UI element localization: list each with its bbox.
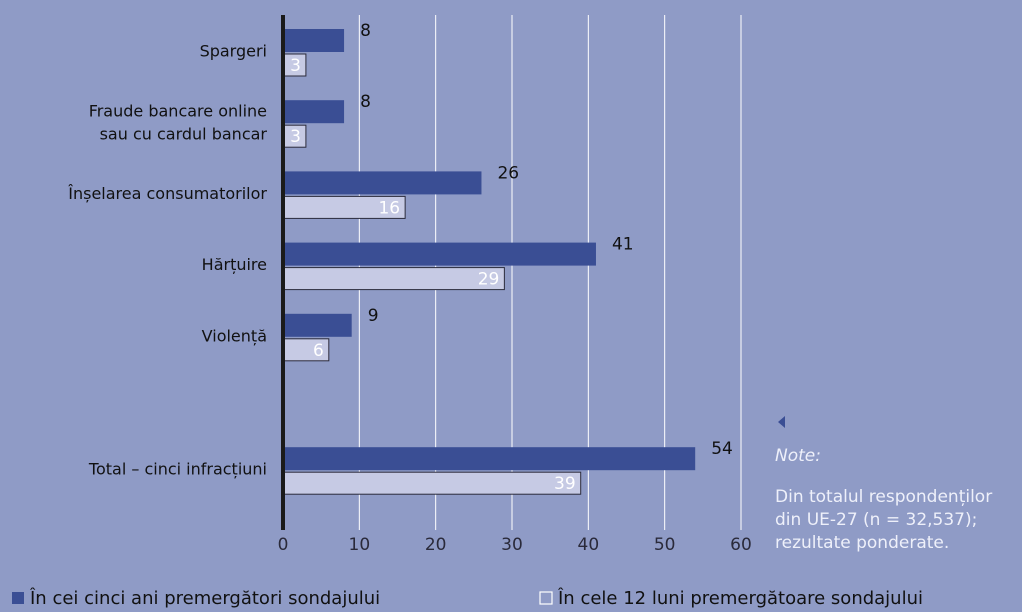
legend-swatch xyxy=(539,591,553,605)
value-label: 26 xyxy=(497,163,519,183)
bar xyxy=(283,29,345,52)
legend-label: În cele 12 luni premergătoare sondajului xyxy=(557,587,923,609)
category-label: Violență xyxy=(202,326,267,345)
x-tick-label: 40 xyxy=(578,535,600,555)
value-label: 8 xyxy=(360,92,371,112)
value-label: 54 xyxy=(711,439,733,459)
category-label: Total – cinci infracțiuni xyxy=(88,460,267,479)
bar xyxy=(283,171,482,195)
value-label: 8 xyxy=(360,21,371,41)
x-tick-label: 10 xyxy=(349,535,371,555)
value-label: 29 xyxy=(478,270,500,290)
category-label: Fraude bancare online sau cu cardul banca… xyxy=(89,101,268,143)
value-label: 9 xyxy=(368,306,379,326)
bar xyxy=(282,267,505,291)
note-line: din UE-27 (n = 32,537); xyxy=(775,510,977,530)
bar xyxy=(283,100,345,124)
note-line: rezultate ponderate. xyxy=(775,533,949,553)
x-tick-label: 60 xyxy=(730,535,752,555)
value-label: 3 xyxy=(290,127,301,147)
category-label: Hărțuire xyxy=(202,255,267,274)
legend-swatch xyxy=(12,592,24,604)
x-tick-label: 30 xyxy=(501,535,523,555)
bar xyxy=(282,471,582,495)
value-label: 3 xyxy=(290,56,301,76)
value-label: 41 xyxy=(612,235,634,255)
note-title: Note: xyxy=(775,446,821,466)
note-line: Din totalul respondenților xyxy=(775,487,992,507)
category-label: Înșelarea consumatorilor xyxy=(67,184,267,203)
bar xyxy=(283,242,596,266)
note-marker xyxy=(778,416,785,428)
bar xyxy=(283,313,352,337)
bar xyxy=(283,447,696,471)
x-tick-label: 20 xyxy=(425,535,447,555)
value-label: 39 xyxy=(554,474,576,494)
category-label: Spargeri xyxy=(200,42,267,61)
x-tick-label: 0 xyxy=(278,535,289,555)
value-label: 16 xyxy=(378,198,400,218)
value-label: 6 xyxy=(313,341,324,361)
x-tick-label: 50 xyxy=(654,535,676,555)
legend-label: În cei cinci ani premergători sondajului xyxy=(29,587,380,609)
